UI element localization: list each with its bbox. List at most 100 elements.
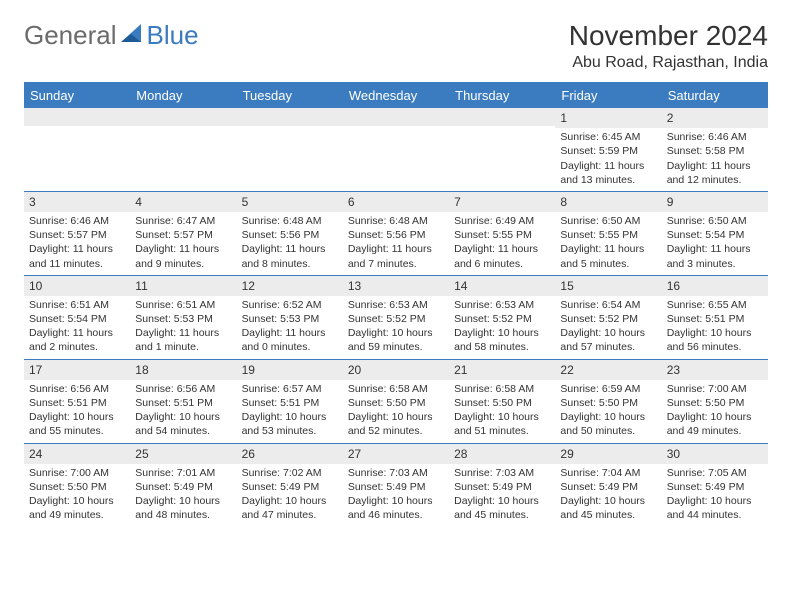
sunset-text: Sunset: 5:51 PM [29, 396, 125, 410]
sunset-text: Sunset: 5:49 PM [454, 480, 550, 494]
day-number: 28 [449, 444, 555, 464]
daylight-text: Daylight: 10 hours and 54 minutes. [135, 410, 231, 438]
calendar-day: 25 Sunrise: 7:01 AMSunset: 5:49 PMDayligh… [130, 444, 236, 527]
day-number: 5 [237, 192, 343, 212]
calendar-day: 8Sunrise: 6:50 AMSunset: 5:55 PMDaylight… [555, 192, 661, 275]
sunrise-text: Sunrise: 7:05 AM [667, 466, 763, 480]
sunset-text: Sunset: 5:51 PM [242, 396, 338, 410]
sunrise-text: Sunrise: 6:50 AM [560, 214, 656, 228]
day-content: Sunrise: 6:51 AMSunset: 5:54 PMDaylight:… [24, 296, 130, 359]
sunset-text: Sunset: 5:54 PM [29, 312, 125, 326]
weekday-header: Friday [555, 84, 661, 107]
day-content: Sunrise: 7:00 AMSunset: 5:50 PMDaylight:… [662, 380, 768, 443]
day-number [237, 108, 343, 126]
daylight-text: Daylight: 10 hours and 49 minutes. [667, 410, 763, 438]
daylight-text: Daylight: 10 hours and 53 minutes. [242, 410, 338, 438]
sunrise-text: Sunrise: 7:04 AM [560, 466, 656, 480]
calendar-day: 15Sunrise: 6:54 AMSunset: 5:52 PMDayligh… [555, 276, 661, 359]
day-content: Sunrise: 6:48 AMSunset: 5:56 PMDaylight:… [237, 212, 343, 275]
calendar-day: 29Sunrise: 7:04 AMSunset: 5:49 PMDayligh… [555, 444, 661, 527]
weekday-header: Wednesday [343, 84, 449, 107]
sunset-text: Sunset: 5:49 PM [560, 480, 656, 494]
sunrise-text: Sunrise: 7:01 AM [135, 466, 231, 480]
day-content: Sunrise: 6:51 AMSunset: 5:53 PMDaylight:… [130, 296, 236, 359]
sunset-text: Sunset: 5:49 PM [667, 480, 763, 494]
sunset-text: Sunset: 5:58 PM [667, 144, 763, 158]
calendar-day: 2Sunrise: 6:46 AMSunset: 5:58 PMDaylight… [662, 108, 768, 191]
day-content: Sunrise: 7:03 AMSunset: 5:49 PMDaylight:… [449, 464, 555, 527]
day-content: Sunrise: 6:56 AMSunset: 5:51 PMDaylight:… [130, 380, 236, 443]
calendar-day: 6Sunrise: 6:48 AMSunset: 5:56 PMDaylight… [343, 192, 449, 275]
sunrise-text: Sunrise: 6:48 AM [242, 214, 338, 228]
day-content: Sunrise: 6:56 AMSunset: 5:51 PMDaylight:… [24, 380, 130, 443]
calendar-day [237, 108, 343, 191]
daylight-text: Daylight: 10 hours and 47 minutes. [242, 494, 338, 522]
daylight-text: Daylight: 11 hours and 0 minutes. [242, 326, 338, 354]
sunrise-text: Sunrise: 6:51 AM [135, 298, 231, 312]
sunrise-text: Sunrise: 6:58 AM [454, 382, 550, 396]
calendar-day: 10Sunrise: 6:51 AMSunset: 5:54 PMDayligh… [24, 276, 130, 359]
header: General Blue November 2024 Abu Road, Raj… [24, 20, 768, 72]
calendar-day [449, 108, 555, 191]
sunset-text: Sunset: 5:50 PM [348, 396, 444, 410]
daylight-text: Daylight: 10 hours and 50 minutes. [560, 410, 656, 438]
sunrise-text: Sunrise: 6:45 AM [560, 130, 656, 144]
calendar-day: 17Sunrise: 6:56 AMSunset: 5:51 PMDayligh… [24, 360, 130, 443]
sunset-text: Sunset: 5:49 PM [135, 480, 231, 494]
sunrise-text: Sunrise: 7:00 AM [29, 466, 125, 480]
calendar-day: 3Sunrise: 6:46 AMSunset: 5:57 PMDaylight… [24, 192, 130, 275]
daylight-text: Daylight: 10 hours and 55 minutes. [29, 410, 125, 438]
day-number: 9 [662, 192, 768, 212]
day-content: Sunrise: 7:02 AMSunset: 5:49 PMDaylight:… [237, 464, 343, 527]
day-number: 13 [343, 276, 449, 296]
sunrise-text: Sunrise: 6:57 AM [242, 382, 338, 396]
weekday-header: Thursday [449, 84, 555, 107]
sunrise-text: Sunrise: 6:58 AM [348, 382, 444, 396]
day-content: Sunrise: 6:50 AMSunset: 5:55 PMDaylight:… [555, 212, 661, 275]
sunset-text: Sunset: 5:52 PM [348, 312, 444, 326]
sunset-text: Sunset: 5:56 PM [348, 228, 444, 242]
month-title: November 2024 [569, 20, 768, 52]
sunset-text: Sunset: 5:52 PM [560, 312, 656, 326]
day-content: Sunrise: 7:03 AMSunset: 5:49 PMDaylight:… [343, 464, 449, 527]
weekday-header: Monday [130, 84, 236, 107]
daylight-text: Daylight: 11 hours and 12 minutes. [667, 159, 763, 187]
calendar-day: 19Sunrise: 6:57 AMSunset: 5:51 PMDayligh… [237, 360, 343, 443]
sunrise-text: Sunrise: 6:55 AM [667, 298, 763, 312]
sunrise-text: Sunrise: 6:53 AM [348, 298, 444, 312]
sunset-text: Sunset: 5:51 PM [667, 312, 763, 326]
day-content: Sunrise: 6:58 AMSunset: 5:50 PMDaylight:… [343, 380, 449, 443]
sunset-text: Sunset: 5:50 PM [667, 396, 763, 410]
day-number: 12 [237, 276, 343, 296]
sunrise-text: Sunrise: 6:54 AM [560, 298, 656, 312]
logo-text-general: General [24, 20, 117, 51]
sunset-text: Sunset: 5:52 PM [454, 312, 550, 326]
daylight-text: Daylight: 10 hours and 46 minutes. [348, 494, 444, 522]
daylight-text: Daylight: 11 hours and 7 minutes. [348, 242, 444, 270]
calendar-day: 13 Sunrise: 6:53 AMSunset: 5:52 PMDayligh… [343, 276, 449, 359]
daylight-text: Daylight: 11 hours and 3 minutes. [667, 242, 763, 270]
sunrise-text: Sunrise: 6:59 AM [560, 382, 656, 396]
calendar-day: 27Sunrise: 7:03 AMSunset: 5:49 PMDayligh… [343, 444, 449, 527]
day-number: 25 [130, 444, 236, 464]
calendar-day [130, 108, 236, 191]
calendar-day: 24Sunrise: 7:00 AMSunset: 5:50 PMDayligh… [24, 444, 130, 527]
day-number: 10 [24, 276, 130, 296]
day-number: 23 [662, 360, 768, 380]
calendar-day: 16Sunrise: 6:55 AMSunset: 5:51 PMDayligh… [662, 276, 768, 359]
daylight-text: Daylight: 10 hours and 59 minutes. [348, 326, 444, 354]
calendar-day: 21Sunrise: 6:58 AMSunset: 5:50 PMDayligh… [449, 360, 555, 443]
calendar-day: 5Sunrise: 6:48 AMSunset: 5:56 PMDaylight… [237, 192, 343, 275]
weekday-header: Saturday [662, 84, 768, 107]
daylight-text: Daylight: 11 hours and 1 minute. [135, 326, 231, 354]
daylight-text: Daylight: 10 hours and 48 minutes. [135, 494, 231, 522]
day-number: 26 [237, 444, 343, 464]
calendar-day: 9Sunrise: 6:50 AMSunset: 5:54 PMDaylight… [662, 192, 768, 275]
sunrise-text: Sunrise: 7:03 AM [348, 466, 444, 480]
calendar-day: 4Sunrise: 6:47 AMSunset: 5:57 PMDaylight… [130, 192, 236, 275]
sunset-text: Sunset: 5:55 PM [454, 228, 550, 242]
day-number: 29 [555, 444, 661, 464]
day-content: Sunrise: 6:53 AMSunset: 5:52 PMDaylight:… [449, 296, 555, 359]
day-number [24, 108, 130, 126]
weekday-row: SundayMondayTuesdayWednesdayThursdayFrid… [24, 84, 768, 107]
